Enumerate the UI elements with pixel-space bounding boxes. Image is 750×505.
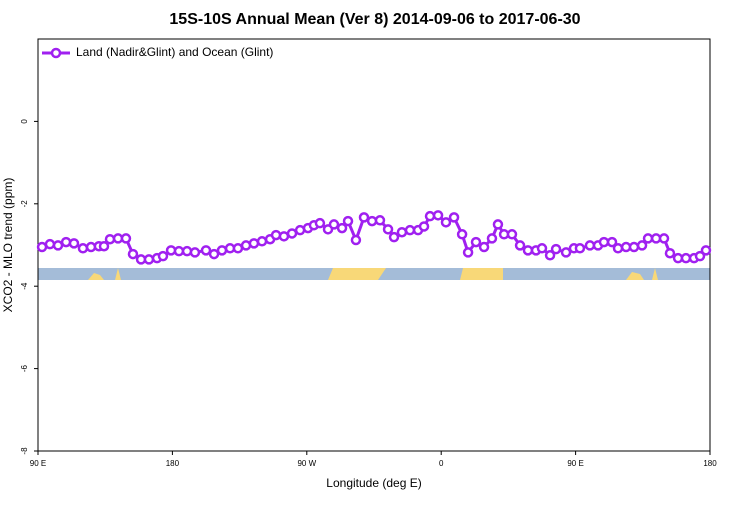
data-point [396,226,408,238]
data-point [612,243,624,254]
data-point [388,231,400,243]
data-point [52,240,64,251]
data-point [492,219,504,230]
data-point [448,212,460,223]
data-point [382,224,394,235]
y-axis-label: XCO2 - MLO trend (ppm) [1,178,15,313]
data-point [486,233,498,244]
data-point [256,236,268,247]
data-point [314,217,326,229]
data-point [658,233,670,244]
chart-title: 15S-10S Annual Mean (Ver 8) 2014-09-06 t… [169,11,580,28]
data-point [664,247,676,259]
x-tick-label: 90 W [297,459,316,468]
data-point [127,248,139,260]
data-point [232,243,244,254]
data-point [216,245,228,256]
data-point [424,210,436,222]
data-point [574,243,586,254]
data-point [68,238,80,249]
data-point [374,215,386,226]
data-point [440,217,452,228]
data-point [628,241,640,253]
data-point [173,245,185,257]
data-point [143,254,155,265]
y-tick-label: 0 [20,119,29,124]
y-tick-label: -6 [20,364,29,372]
data-point [77,243,89,254]
y-tick-label: -4 [20,282,29,290]
data-point [60,236,72,248]
y-tick-label: -8 [20,447,29,455]
data-point [44,238,56,250]
data-point [120,233,132,244]
legend-marker [50,47,62,59]
x-axis-label: Longitude (deg E) [326,476,421,490]
data-point [278,231,290,242]
legend-label: Land (Nadir&Glint) and Ocean (Glint) [76,45,273,59]
data-point [642,233,654,244]
x-tick-label: 180 [166,459,180,468]
data-point [342,215,354,227]
data-point [157,250,169,262]
data-point [560,247,572,258]
data-point [248,238,260,249]
x-tick-label: 0 [439,459,444,468]
data-point [104,233,116,245]
data-point [700,245,712,256]
data-point [200,245,212,256]
legend: Land (Nadir&Glint) and Ocean (Glint) [42,45,273,59]
data-point [680,252,692,264]
data-point [189,247,201,258]
data-point [286,228,298,239]
data-point [550,243,562,255]
data-point [636,240,648,251]
data-point [598,236,610,248]
data-point [270,229,282,241]
data-point [432,210,444,221]
land-ocean-strip [38,268,710,280]
data-point [181,245,193,257]
data-point [694,250,706,262]
data-point [514,240,526,251]
data-point [328,219,340,230]
x-tick-label: 90 E [567,459,583,468]
data-point [208,248,220,260]
data-point [350,234,362,246]
data-point [470,236,482,248]
y-tick-label: -2 [20,200,29,208]
data-point [606,236,618,248]
data-point [522,245,534,256]
data-point [404,224,416,236]
data-point [336,222,348,234]
data-point [358,212,370,223]
data-point [536,243,548,254]
data-point [98,240,110,252]
x-tick-label: 90 E [30,459,46,468]
data-point [478,241,490,253]
data-point [418,221,430,232]
x-tick-label: 180 [703,459,717,468]
data-point [584,240,596,251]
data-point [456,229,468,240]
data-point [506,229,518,240]
data-point [544,250,556,261]
data-point [462,247,474,258]
